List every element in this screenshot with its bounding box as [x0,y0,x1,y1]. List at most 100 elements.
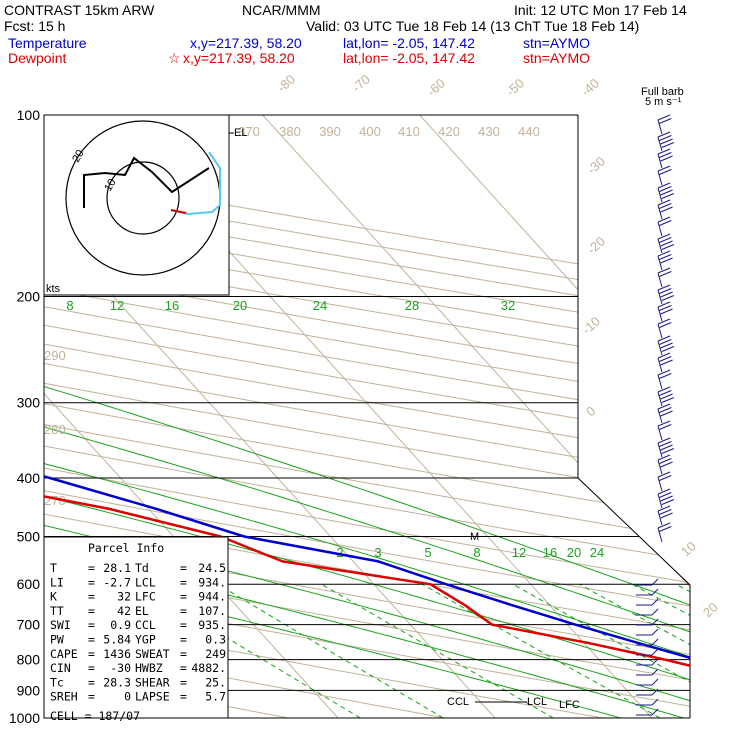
temperature-legend: Temperature [8,35,87,51]
hodograph-ring-label: 20 [70,148,87,165]
wind-barb-feather [657,488,671,495]
wind-barb-feather [660,291,673,298]
parcel-value: -2.7 [103,575,131,589]
wind-barb-feather [657,301,671,308]
wind-barb-staff [657,153,663,169]
wind-barb-feather [651,708,659,716]
dewpoint-stn: stn=AYMO [523,50,590,66]
dry-adiabat [44,115,690,718]
wind-barb-staff [657,204,663,220]
wind-barb-staff [657,187,663,203]
wind-barb-feather [657,165,671,172]
wind-barb-feather [651,688,659,696]
wind-barb-feather [657,369,671,376]
wind-barb-staff [657,340,663,356]
wind-barb-feather [659,186,672,192]
lcl-label: LCL [527,696,547,708]
mixing-ratio-label: 20 [567,545,581,560]
pressure-tick-label: 800 [17,652,41,668]
wind-barb-staff [657,527,663,543]
parcel-label: TT [50,604,64,618]
wind-barb-feather [651,698,659,706]
hodograph-ring-10 [106,161,180,235]
wind-barb-feather [660,410,673,417]
wind-barb-feather [660,461,673,468]
parcel-label: Tc [50,675,64,689]
parcel-label: T [50,561,57,575]
parcel-value: 0.3 [205,633,226,647]
wind-barb-feather [657,267,671,274]
theta-label: 410 [398,124,420,139]
wind-barb-feather [659,509,672,515]
mixing-ratio-label: 8 [473,545,480,560]
mixing-ratio-label: 5 [424,545,431,560]
parcel-value: 5.84 [103,633,131,647]
wind-barb-feather [659,203,672,209]
mixing-ratio-line [578,583,690,718]
wind-barb-feather [659,390,672,396]
wind-barb-feather [651,668,659,676]
wind-barb-feather [659,271,672,277]
isotherm-line [44,115,339,718]
pressure-tick-label: 100 [17,107,41,123]
mixing-ratio-label: 16 [543,545,557,560]
parcel-value: 0.9 [110,618,131,632]
isotherm-label: 0 [583,403,598,419]
wind-barb-staff [657,374,663,390]
wind-barb-feather [661,142,675,148]
wind-barb-feather [659,169,672,175]
wind-barb-feather [660,308,673,315]
wind-barb-staff [657,442,663,458]
wind-barb-feather [660,240,673,247]
valid-time: Valid: 03 UTC Tue 18 Feb 14 (13 ChT Tue … [306,18,639,34]
parcel-value: 24.5 [198,561,226,575]
parcel-equals: = [180,647,187,661]
wind-barb-feather [659,424,672,430]
dry-adiabat [44,115,690,718]
parcel-label: Td [135,561,149,575]
parcel-value: 0 [124,690,131,704]
wind-barb-feather [659,288,672,294]
dry-adiabat [44,115,690,718]
isotherm-label: -30 [584,154,608,178]
parcel-label: LAPSE [135,690,170,704]
wind-barb-feather [661,448,675,454]
wind-barb-feather [659,322,672,328]
moist-adiabat-label: 12 [110,298,124,313]
parcel-label: LCL [135,575,156,589]
wind-barb-feather [659,458,672,464]
mixing-ratio-label: 12 [512,545,526,560]
theta-label: 390 [319,124,341,139]
wind-barb-feather [660,359,673,366]
model-title: CONTRAST 15km ARW [4,2,155,18]
wind-barb-feather [657,522,671,529]
wind-barb-feather [657,386,671,393]
hodograph-ring-label: 10 [102,177,119,194]
wind-barb-staff [657,306,663,322]
wind-barb-feather [657,420,671,427]
parcel-equals: = [180,561,187,575]
wind-barb-feather [651,588,659,596]
wind-barb-feather [660,189,673,196]
dry-adiabat [44,115,690,718]
theta-label: 280 [44,422,66,437]
wind-barb-feather [660,495,673,502]
isotherm-label: -60 [424,76,448,100]
mixing-ratio-label: 24 [590,545,604,560]
parcel-info-title: Parcel Info [88,541,164,555]
parcel-equals: = [180,575,187,589]
parcel-equals: = [88,618,95,632]
dry-adiabat [44,115,690,718]
wind-barb-feather [660,393,673,400]
theta-label: 420 [438,124,460,139]
theta-label: 400 [359,124,381,139]
parcel-value: 934. [198,575,226,589]
wind-barb-staff [657,493,663,509]
mixing-ratio-label: 2 [336,545,343,560]
wind-barb-feather [651,658,659,666]
pressure-tick-label: 600 [17,576,41,592]
parcel-value: 5.7 [205,690,226,704]
wind-barb-feather [657,114,671,121]
full-barb-label: Full barb [641,86,684,98]
dewpoint-latlon: lat,lon= -2.05, 147.42 [343,50,475,66]
